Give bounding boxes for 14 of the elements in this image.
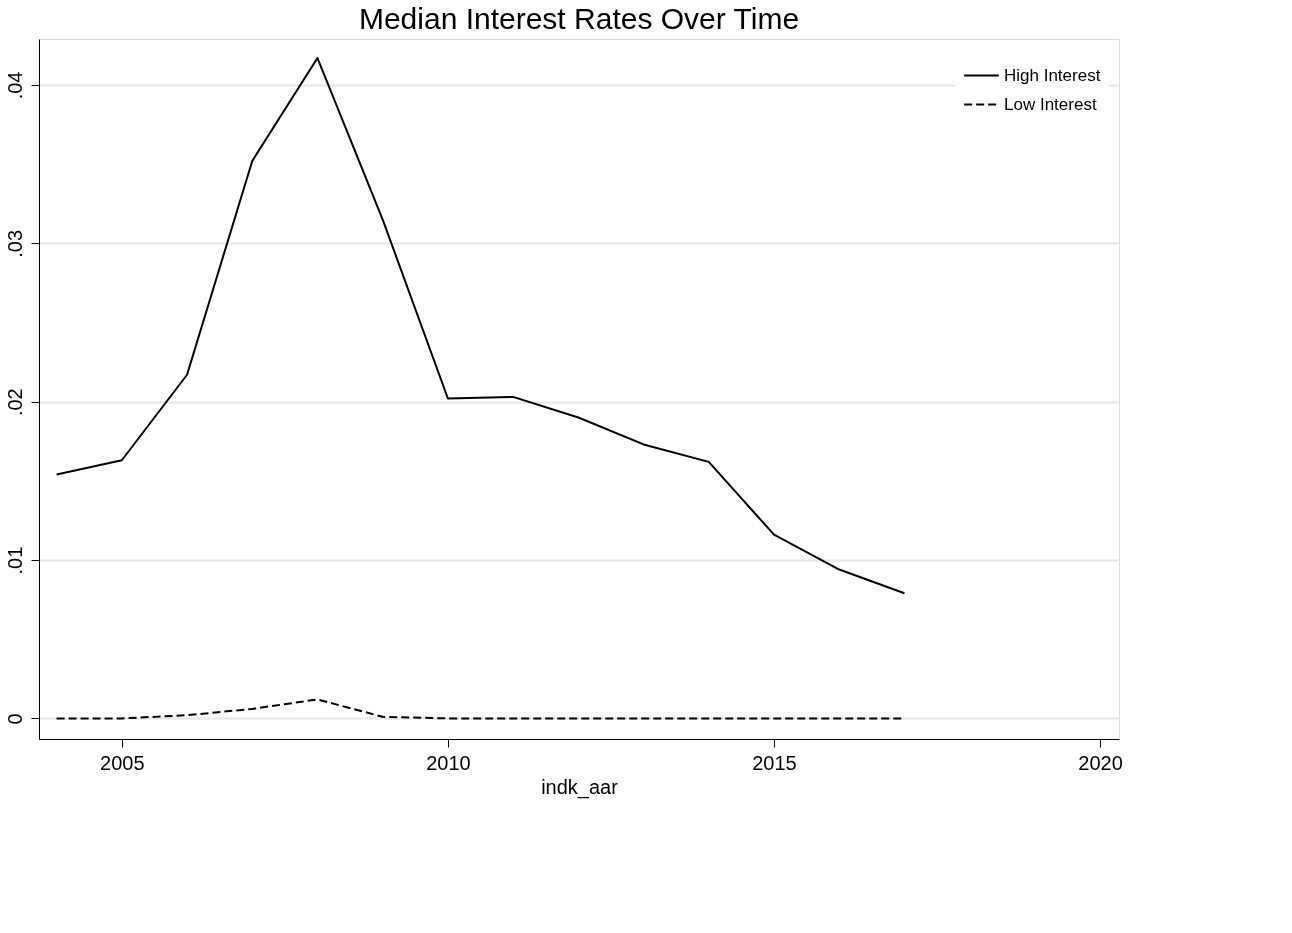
y-tick-label: 0: [3, 713, 26, 725]
y-tick-label: .02: [3, 388, 26, 417]
x-tick-label: 2015: [752, 751, 797, 774]
y-tick-label: .04: [3, 71, 26, 100]
x-axis-title: indk_aar: [541, 775, 619, 799]
legend-label: High Interest: [1004, 65, 1101, 85]
legend-label: Low Interest: [1004, 94, 1097, 114]
y-tick-label: .03: [3, 229, 26, 258]
x-tick-label: 2020: [1078, 751, 1123, 774]
y-tick-label: .01: [3, 546, 26, 575]
x-tick-label: 2005: [100, 751, 145, 774]
chart-title: Median Interest Rates Over Time: [358, 2, 800, 35]
x-tick-label: 2010: [426, 751, 471, 774]
line-series: [55, 57, 906, 595]
